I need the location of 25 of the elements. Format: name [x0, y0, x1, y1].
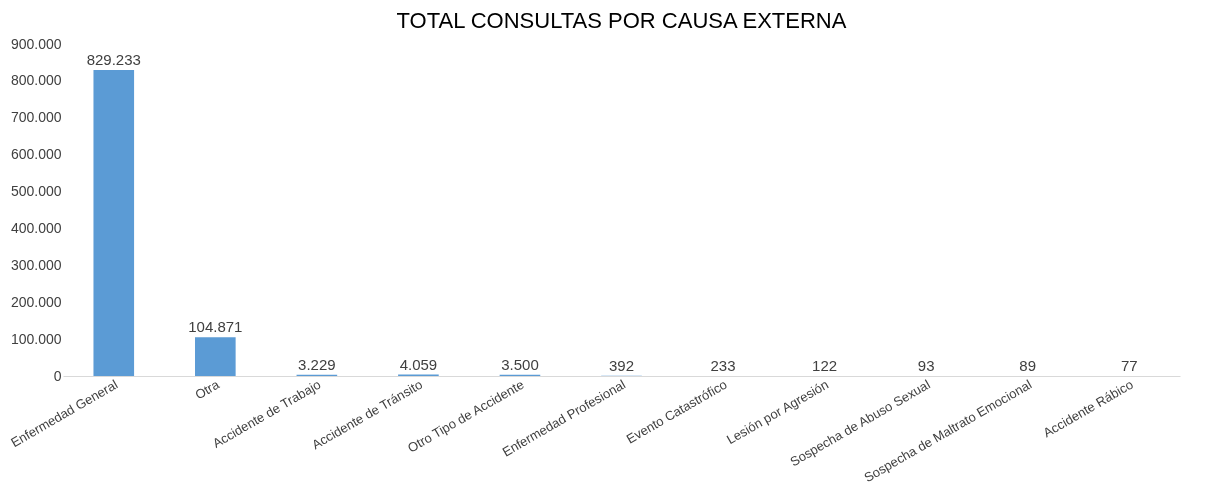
y-tick-label: 400.000	[10, 219, 62, 236]
y-tick-label: 0	[53, 367, 62, 384]
data-label: 89	[1019, 356, 1037, 374]
x-tick-label: Otra	[192, 376, 223, 403]
y-tick-label: 200.000	[10, 293, 62, 310]
data-label: 3.229	[298, 355, 336, 373]
y-tick-label: 800.000	[10, 72, 62, 89]
data-label: 122	[812, 356, 838, 374]
bar	[93, 70, 135, 376]
data-label: 77	[1120, 356, 1138, 374]
y-tick-label: 600.000	[10, 146, 62, 163]
y-tick-label: 500.000	[10, 183, 62, 200]
data-label: 93	[917, 356, 935, 374]
data-label: 829.233	[86, 51, 141, 69]
data-label: 233	[710, 356, 736, 374]
y-tick-label: 700.000	[10, 109, 62, 126]
bar	[195, 337, 236, 376]
y-tick-label: 100.000	[10, 330, 62, 347]
data-label: 104.871	[188, 318, 243, 336]
y-tick-label: 900.000	[10, 35, 62, 52]
data-label: 4.059	[399, 355, 438, 373]
chart-title: TOTAL CONSULTAS POR CAUSA EXTERNA	[396, 8, 847, 33]
data-label: 392	[608, 356, 635, 374]
y-tick-label: 300.000	[10, 256, 62, 273]
data-label: 3.500	[501, 355, 539, 373]
